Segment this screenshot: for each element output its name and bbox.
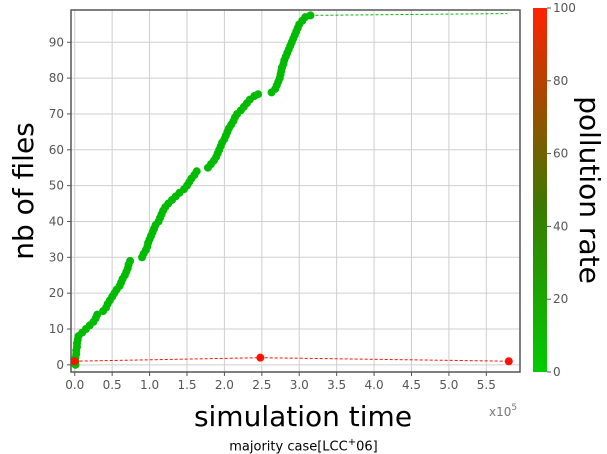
x-tick-label: 5.0 [439, 378, 458, 392]
data-point [126, 256, 135, 265]
y-tick-labels: 0 10 20 30 40 50 60 70 80 90 [49, 35, 64, 372]
x-tick-label: 1.0 [140, 378, 159, 392]
data-point [504, 357, 513, 366]
x-tick-label: 4.0 [365, 378, 384, 392]
y-tick-label: 60 [49, 143, 64, 157]
data-point [70, 357, 79, 366]
data-point [93, 310, 102, 319]
x-tick-label: 3.5 [327, 378, 346, 392]
x-multiplier-exp: 5 [511, 403, 517, 413]
data-point [192, 167, 201, 176]
y-tick-label: 50 [49, 179, 64, 193]
figure-caption: majority case[LCC+06] [0, 437, 607, 454]
colorbar [533, 8, 547, 372]
colorbar-tick-label: 40 [553, 219, 568, 233]
colorbar-tick-label: 0 [553, 365, 561, 379]
x-tick-label: 1.5 [177, 378, 196, 392]
chart-svg: 0.0 0.5 1.0 1.5 2.0 2.5 3.0 3.5 4.0 4.5 5.0 5.5 0 10… [7, 1, 606, 433]
colorbar-tick-label: 20 [553, 292, 568, 306]
y-tick-label: 0 [56, 358, 64, 372]
y-axis-title: nb of files [7, 122, 40, 260]
y-tick-label: 70 [49, 107, 64, 121]
series-layer [70, 11, 513, 369]
x-multiplier: x105 [489, 403, 517, 419]
series-line [310, 13, 508, 16]
x-tick-label: 0.0 [65, 378, 84, 392]
y-tick-label: 30 [49, 250, 64, 264]
x-tick-label: 2.0 [215, 378, 234, 392]
caption-text: majority case[LCC [229, 439, 348, 454]
y-tick-label: 20 [49, 286, 64, 300]
colorbar-tick-label: 100 [553, 1, 576, 15]
plot-frame [70, 9, 521, 373]
caption-superscript: + [347, 437, 357, 448]
data-point [256, 353, 265, 362]
x-tick-label: 2.5 [252, 378, 271, 392]
plot-area [71, 10, 520, 372]
y-tick-label: 10 [49, 322, 64, 336]
x-tick-label: 3.0 [290, 378, 309, 392]
y-tick-label: 90 [49, 35, 64, 49]
x-axis-title: simulation time [194, 400, 412, 433]
y-tick-label: 40 [49, 214, 64, 228]
x-tick-label: 4.5 [402, 378, 421, 392]
x-multiplier-base: x10 [489, 405, 511, 419]
data-point [254, 90, 263, 99]
colorbar-tick-labels: 0 20 40 60 80 100 [547, 1, 576, 379]
caption-text-end: 06] [356, 439, 378, 454]
colorbar-title: pollution rate [573, 96, 606, 284]
colorbar-tick-label: 80 [553, 74, 568, 88]
x-tick-labels: 0.0 0.5 1.0 1.5 2.0 2.5 3.0 3.5 4.0 4.5 5.0 5.5 [65, 378, 496, 392]
data-point [306, 11, 315, 20]
y-tick-label: 80 [49, 71, 64, 85]
x-tick-label: 5.5 [477, 378, 496, 392]
colorbar-tick-label: 60 [553, 147, 568, 161]
x-tick-label: 0.5 [103, 378, 122, 392]
